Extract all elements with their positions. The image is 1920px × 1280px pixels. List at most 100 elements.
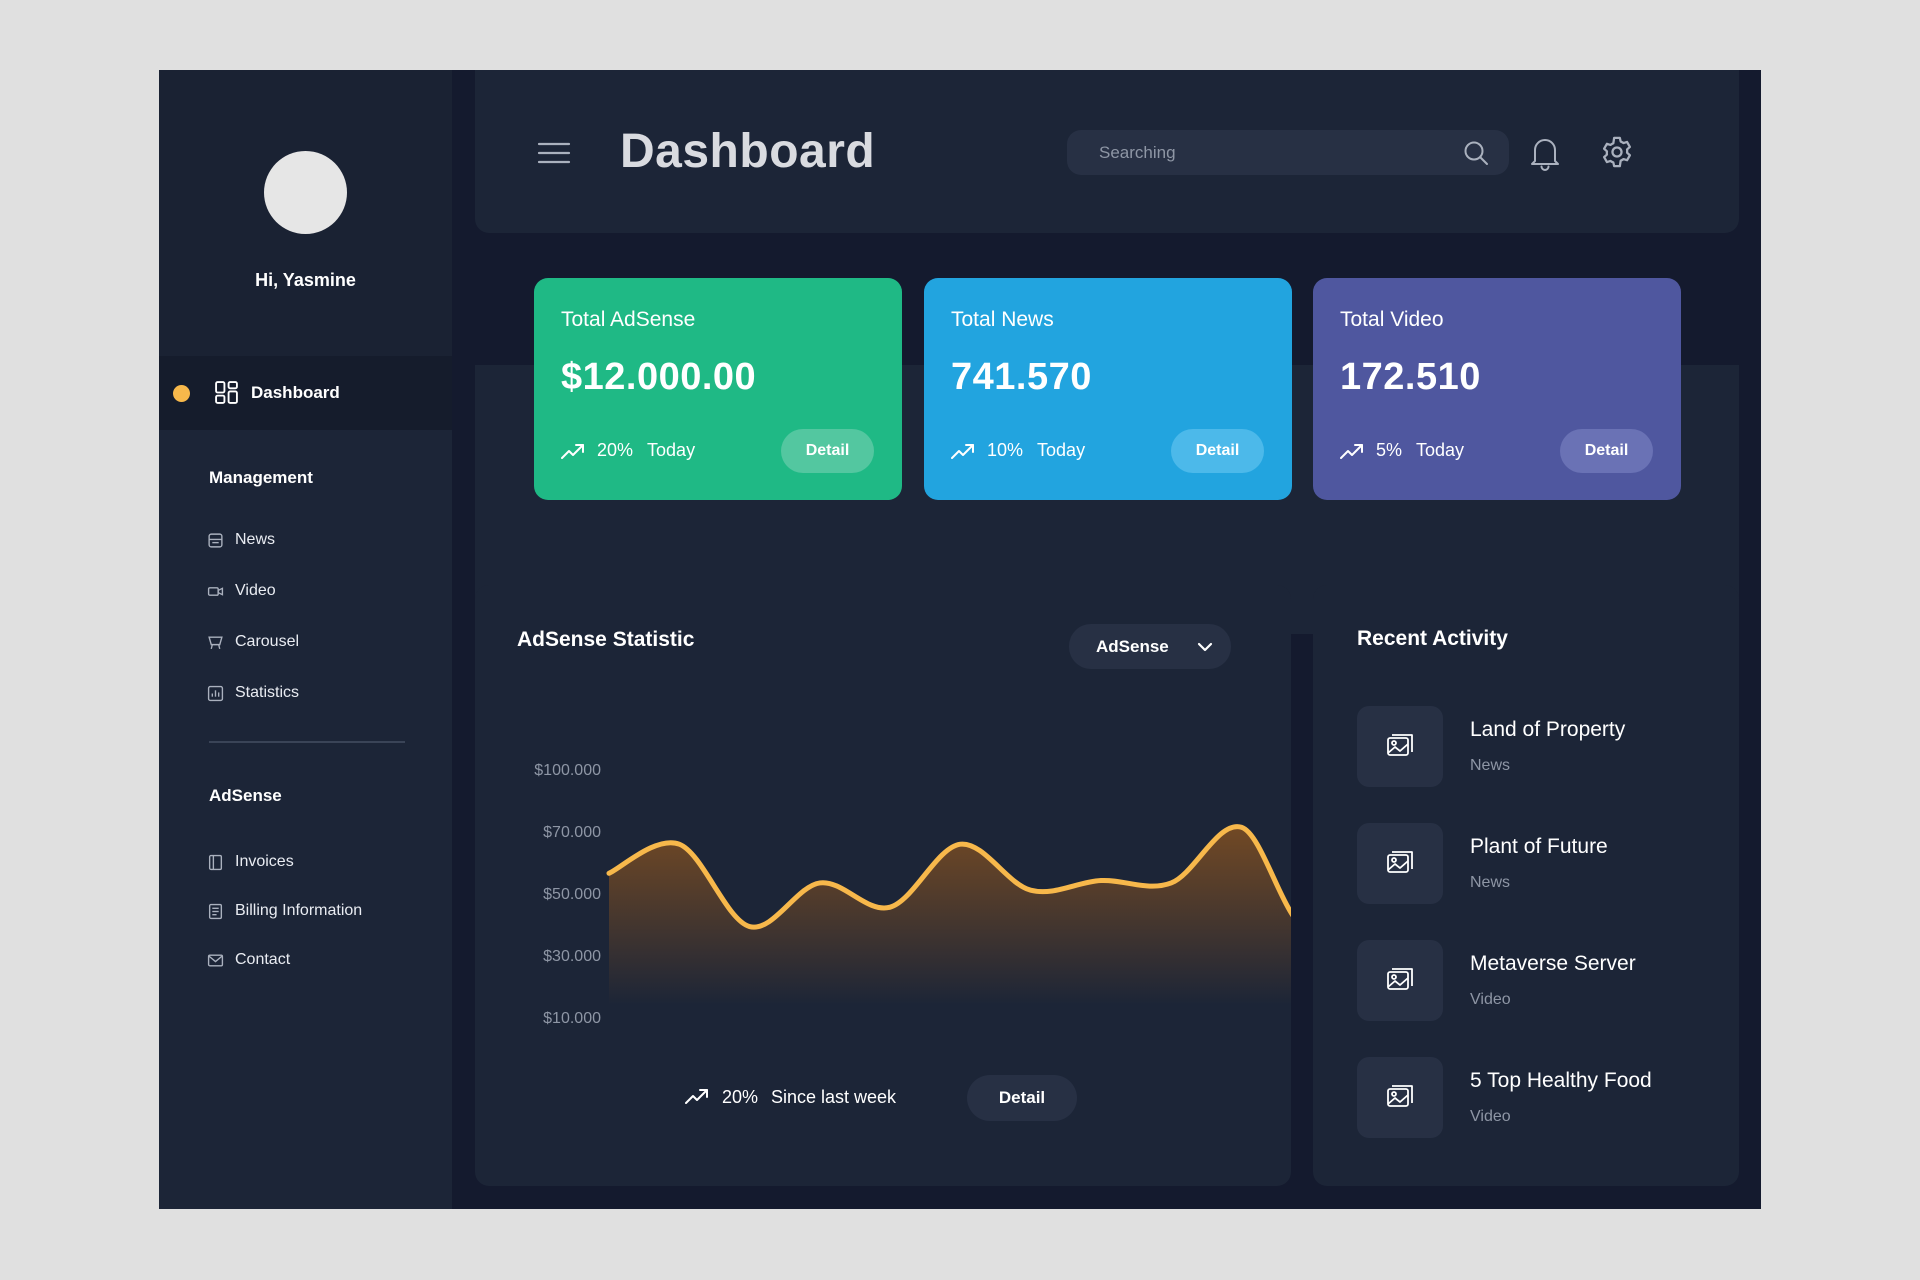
thumbnail: [1357, 706, 1443, 787]
sidebar-item-label: Billing Information: [235, 902, 363, 919]
sidebar-item-label: Statistics: [235, 684, 300, 701]
sidebar-item-label: Contact: [235, 951, 291, 968]
image-placeholder-icon: [1387, 734, 1413, 756]
sidebar-item-label: News: [235, 531, 276, 548]
newspaper-icon: [208, 532, 223, 548]
sidebar-item-label: Video: [235, 582, 276, 599]
app-window: Hi, Yasmine Dashboard Management News Vi…: [159, 70, 1761, 1209]
y-tick-label: $10.000: [543, 1010, 601, 1027]
adsense-area-chart: $100.000$70.000$50.000$30.000$10.000 JAN…: [534, 762, 1291, 1027]
stat-card-total-video: Total Video 172.510 5% Today Detail: [1313, 278, 1681, 500]
footer-label: Since last week: [771, 1087, 897, 1107]
chart-series-select[interactable]: AdSense: [1069, 624, 1231, 669]
trend-label: Today: [1416, 440, 1465, 460]
chevron-down-icon: [1197, 642, 1212, 651]
trend-label: Today: [647, 440, 696, 460]
search-icon[interactable]: [1463, 140, 1489, 166]
sidebar-item-carousel[interactable]: Carousel: [207, 631, 299, 653]
activity-category: Video: [1470, 1108, 1511, 1125]
activity-category: Video: [1470, 991, 1511, 1008]
trend-percent: 20%: [597, 440, 634, 460]
bell-icon[interactable]: [1529, 135, 1561, 171]
image-placeholder-icon: [1387, 968, 1413, 990]
card-trend: 10% Today: [951, 440, 1085, 461]
y-tick-label: $100.000: [534, 762, 601, 779]
card-title: Total Video: [1340, 308, 1444, 331]
activity-item[interactable]: 5 Top Healthy Food Video: [1357, 1057, 1717, 1139]
sidebar-item-news[interactable]: News: [207, 529, 275, 551]
area-fill: [609, 826, 1291, 1005]
trending-up-icon: [685, 1089, 708, 1104]
thumbnail: [1357, 1057, 1443, 1138]
trending-up-icon: [561, 443, 584, 459]
detail-button[interactable]: Detail: [1560, 429, 1653, 473]
trend-percent: 10%: [987, 440, 1024, 460]
sidebar-item-invoices[interactable]: Invoices: [207, 851, 294, 873]
stat-card-total-adsense: Total AdSense $12.000.00 20% Today Detail: [534, 278, 902, 500]
activity-name: Metaverse Server: [1470, 952, 1636, 975]
activity-item[interactable]: Plant of Future News: [1357, 823, 1717, 905]
sidebar-item-statistics[interactable]: Statistics: [207, 682, 299, 704]
bar-chart-icon: [207, 685, 224, 701]
card-trend: 20% Today: [561, 440, 695, 461]
section-title-adsense: AdSense: [209, 786, 282, 805]
card-value: 741.570: [951, 356, 1092, 398]
trending-up-icon: [1340, 443, 1363, 459]
trend-label: Today: [1037, 440, 1086, 460]
hamburger-menu-icon[interactable]: [537, 141, 571, 165]
dashboard-grid-icon: [215, 381, 238, 404]
activity-title: Recent Activity: [1357, 627, 1508, 650]
detail-button[interactable]: Detail: [1171, 429, 1264, 473]
activity-item[interactable]: Metaverse Server Video: [1357, 940, 1717, 1022]
page-title: Dashboard: [620, 125, 876, 178]
image-placeholder-icon: [1387, 851, 1413, 873]
card-trend: 5% Today: [1340, 440, 1464, 461]
thumbnail: [1357, 940, 1443, 1021]
sidebar-divider: [209, 741, 405, 743]
sidebar-item-dashboard[interactable]: Dashboard: [159, 356, 452, 430]
chart-footer: 20% Since last week Detail: [475, 1075, 1291, 1121]
stat-card-total-news: Total News 741.570 10% Today Detail: [924, 278, 1292, 500]
image-placeholder-icon: [1387, 1085, 1413, 1107]
activity-name: 5 Top Healthy Food: [1470, 1069, 1652, 1092]
sidebar-item-label: Carousel: [235, 633, 300, 650]
y-tick-label: $30.000: [543, 948, 601, 965]
chart-detail-button[interactable]: Detail: [967, 1075, 1077, 1121]
video-camera-icon: [207, 586, 224, 596]
y-tick-label: $50.000: [543, 886, 601, 903]
greeting: Hi, Yasmine: [255, 270, 356, 290]
card-title: Total AdSense: [561, 308, 696, 331]
recent-activity-panel: Recent Activity Land of Property News Pl…: [1313, 585, 1739, 1186]
sidebar-item-contact[interactable]: Contact: [207, 949, 290, 971]
search-box: [1067, 130, 1509, 175]
search-input[interactable]: [1099, 130, 1439, 175]
activity-name: Land of Property: [1470, 718, 1626, 741]
carousel-icon: [208, 635, 223, 649]
gear-icon[interactable]: [1600, 135, 1634, 169]
select-value: AdSense: [1096, 636, 1169, 656]
active-indicator-dot: [173, 385, 190, 402]
document-icon: [208, 903, 223, 919]
profile-section: Hi, Yasmine: [159, 70, 452, 356]
card-value: 172.510: [1340, 356, 1481, 398]
footer-percent: 20%: [722, 1087, 759, 1107]
card-title: Total News: [951, 308, 1054, 331]
thumbnail: [1357, 823, 1443, 904]
trend-percent: 5%: [1376, 440, 1403, 460]
activity-category: News: [1470, 757, 1511, 774]
top-header: Dashboard: [475, 70, 1739, 233]
mail-icon: [207, 953, 224, 967]
avatar[interactable]: [264, 151, 347, 234]
sidebar-item-billing-information[interactable]: Billing Information: [207, 900, 362, 922]
activity-category: News: [1470, 874, 1511, 891]
detail-button[interactable]: Detail: [781, 429, 874, 473]
trending-up-icon: [951, 443, 974, 459]
section-title-management: Management: [209, 468, 313, 487]
series-line: [606, 824, 1291, 930]
sidebar: Hi, Yasmine Dashboard Management News Vi…: [159, 70, 452, 1209]
chart-title: AdSense Statistic: [517, 628, 695, 651]
adsense-statistic-panel: $100.000$70.000$50.000$30.000$10.000 JAN…: [475, 585, 1291, 1186]
activity-item[interactable]: Land of Property News: [1357, 706, 1717, 788]
sidebar-item-video[interactable]: Video: [207, 580, 276, 602]
activity-name: Plant of Future: [1470, 835, 1608, 858]
